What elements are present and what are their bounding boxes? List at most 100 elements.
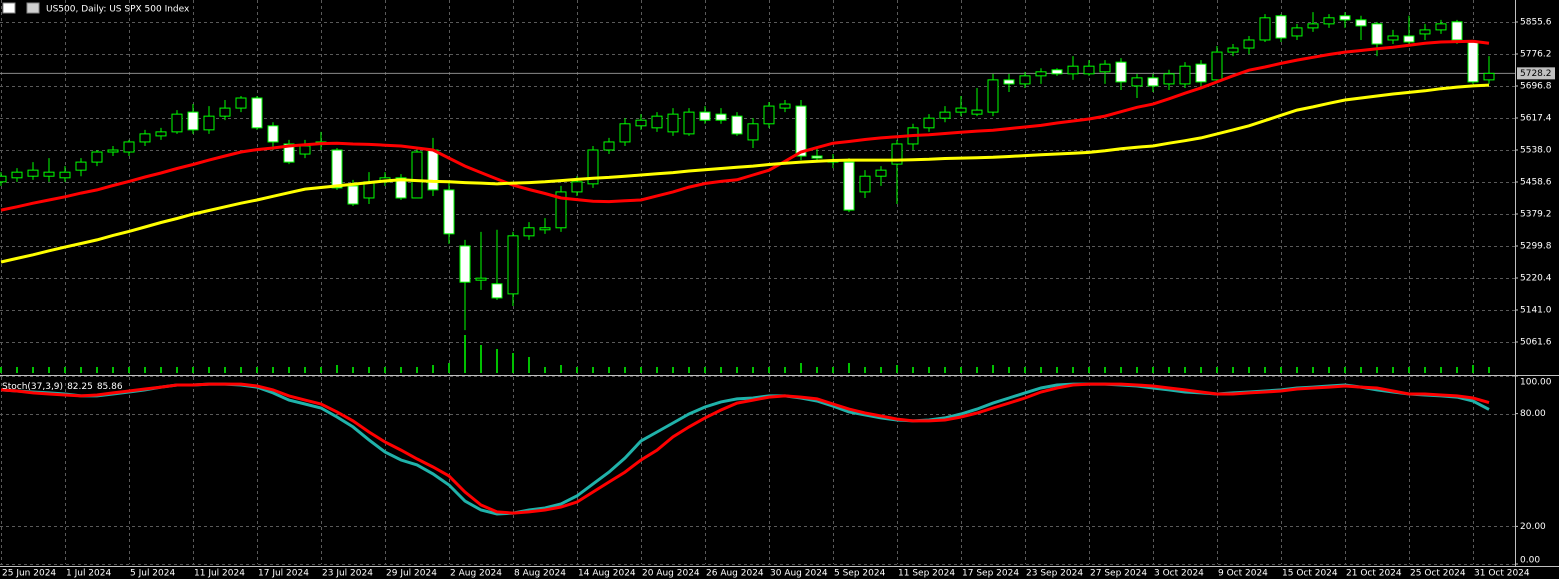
x-tick-label: 2 Aug 2024 [450, 569, 502, 579]
candle-body [123, 141, 135, 153]
candle-body [155, 131, 167, 137]
candle-body [75, 161, 87, 171]
x-tick-label: 21 Oct 2024 [1346, 569, 1402, 579]
y-tick-label: 5696.8 [1520, 82, 1552, 92]
x-tick-label: 25 Jun 2024 [2, 569, 56, 579]
candle-body [1147, 77, 1159, 87]
x-tick-label: 20 Aug 2024 [642, 569, 700, 579]
candle-body [571, 181, 583, 193]
x-tick-label: 30 Aug 2024 [770, 569, 828, 579]
candle-body [1355, 19, 1367, 27]
candle-body [635, 119, 647, 127]
x-tick-label: 17 Sep 2024 [962, 569, 1019, 579]
candle-body [795, 105, 807, 157]
candle-body [1435, 23, 1447, 31]
candle-body [187, 111, 199, 131]
candle-body [491, 283, 503, 299]
current-price-label: 5728.2 [1520, 69, 1552, 79]
candle-body [1387, 35, 1399, 41]
candle-body [1227, 47, 1239, 53]
candle-body [539, 227, 551, 231]
candle-body [843, 161, 855, 211]
x-tick-label: 31 Oct 2024 [1474, 569, 1530, 579]
candle-body [1099, 63, 1111, 73]
candle-body [1051, 69, 1063, 75]
candle-body [1067, 65, 1079, 75]
candle-body [683, 111, 695, 135]
marks-layer [0, 12, 1515, 516]
x-tick-label: 17 Jul 2024 [258, 569, 309, 579]
x-tick-label: 8 Aug 2024 [514, 569, 566, 579]
candle-body [1211, 51, 1223, 81]
candle-body [603, 141, 615, 151]
y-tick-label: 5061.6 [1520, 338, 1552, 348]
x-tick-label: 9 Oct 2024 [1218, 569, 1268, 579]
y-tick-label: 5141.0 [1520, 306, 1552, 316]
candle-body [43, 171, 55, 177]
candle-body [1323, 17, 1335, 25]
candle-body [1451, 21, 1463, 41]
candle-body [219, 107, 231, 117]
x-tick-label: 5 Sep 2024 [834, 569, 886, 579]
candle-body [1291, 27, 1303, 37]
candle-body [507, 235, 519, 295]
candle-body [1403, 35, 1415, 43]
candle-body [1275, 15, 1287, 39]
candle-body [859, 175, 871, 193]
candle-body [779, 103, 791, 109]
candle-body [699, 111, 711, 121]
x-tick-label: 26 Aug 2024 [706, 569, 764, 579]
candle-body [747, 123, 759, 141]
y-tick-label: 5855.6 [1520, 18, 1552, 28]
x-tick-label: 27 Sep 2024 [1090, 569, 1147, 579]
indicator-header: Stoch(37,3,9) 82.25 85.86 [2, 382, 123, 392]
chart-icon[interactable] [26, 2, 40, 14]
candle-body [267, 125, 279, 143]
candle-body [523, 227, 535, 237]
candle-body [347, 185, 359, 205]
candle-body [1307, 23, 1319, 29]
candle-body [331, 149, 343, 189]
moving-average-line [0, 39, 1490, 212]
indicator-main-value: 82.25 [67, 382, 93, 392]
candle-body [59, 171, 71, 179]
x-tick-label: 11 Jul 2024 [194, 569, 245, 579]
y-tick-label: 20.00 [1520, 522, 1546, 532]
candle-body [1003, 79, 1015, 85]
candle-body [139, 133, 151, 143]
y-tick-label: 5220.4 [1520, 274, 1552, 284]
candle-body [715, 113, 727, 121]
candle-body [939, 111, 951, 119]
x-tick-label: 3 Oct 2024 [1154, 569, 1204, 579]
candle-body [1195, 63, 1207, 83]
candle-body [555, 191, 567, 229]
candle-body [299, 145, 311, 155]
menu-icon[interactable] [2, 2, 16, 14]
candle-body [0, 175, 7, 183]
y-tick-label: 80.00 [1520, 409, 1546, 419]
candle-body [1019, 75, 1031, 85]
x-tick-label: 14 Aug 2024 [578, 569, 636, 579]
x-tick-label: 25 Oct 2024 [1410, 569, 1466, 579]
candle-body [667, 113, 679, 133]
candle-body [11, 171, 23, 179]
candle-body [1339, 15, 1351, 21]
candle-body [1243, 39, 1255, 49]
grid-layer [0, 0, 1515, 565]
candle-body [587, 149, 599, 185]
candle-body [1259, 17, 1271, 41]
oscillator-line [0, 382, 1490, 515]
candle-body [923, 117, 935, 129]
candle-body [475, 277, 487, 281]
candle-body [283, 143, 295, 163]
y-tick-label: 5538.0 [1520, 146, 1552, 156]
candle-body [91, 151, 103, 163]
chart-title: US500, Daily: US SPX 500 Index [46, 5, 190, 15]
candle-body [875, 169, 887, 177]
moving-average-line [0, 83, 1490, 264]
candle-body [1115, 61, 1127, 83]
y-tick-label: 5617.4 [1520, 114, 1552, 124]
candle-body [971, 109, 983, 115]
y-tick-label: 5776.2 [1520, 50, 1552, 60]
